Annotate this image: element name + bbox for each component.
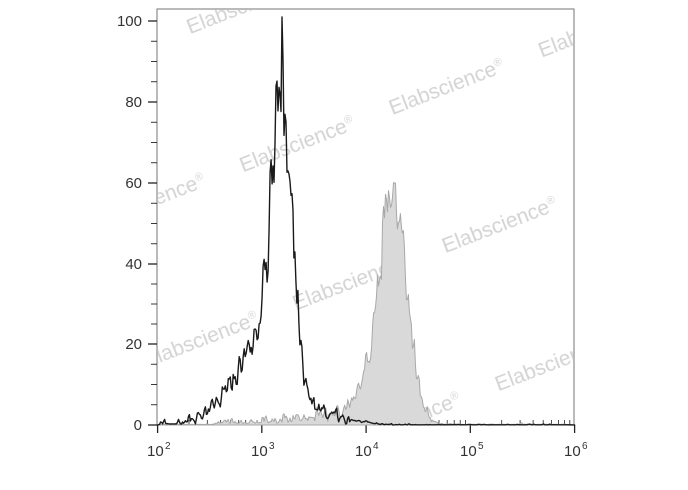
svg-text:10: 10 bbox=[460, 443, 477, 460]
svg-text:40: 40 bbox=[125, 256, 142, 273]
svg-text:10: 10 bbox=[147, 443, 164, 460]
svg-text:10: 10 bbox=[251, 443, 268, 460]
svg-text:10: 10 bbox=[355, 443, 372, 460]
svg-text:3: 3 bbox=[269, 441, 275, 452]
svg-text:20: 20 bbox=[125, 336, 142, 353]
svg-text:6: 6 bbox=[582, 441, 588, 452]
svg-text:0: 0 bbox=[134, 417, 142, 434]
svg-text:5: 5 bbox=[478, 441, 484, 452]
svg-text:4: 4 bbox=[373, 441, 379, 452]
svg-text:80: 80 bbox=[125, 94, 142, 111]
svg-text:2: 2 bbox=[165, 441, 171, 452]
svg-text:60: 60 bbox=[125, 175, 142, 192]
svg-text:100: 100 bbox=[117, 13, 142, 30]
svg-text:10: 10 bbox=[564, 443, 581, 460]
